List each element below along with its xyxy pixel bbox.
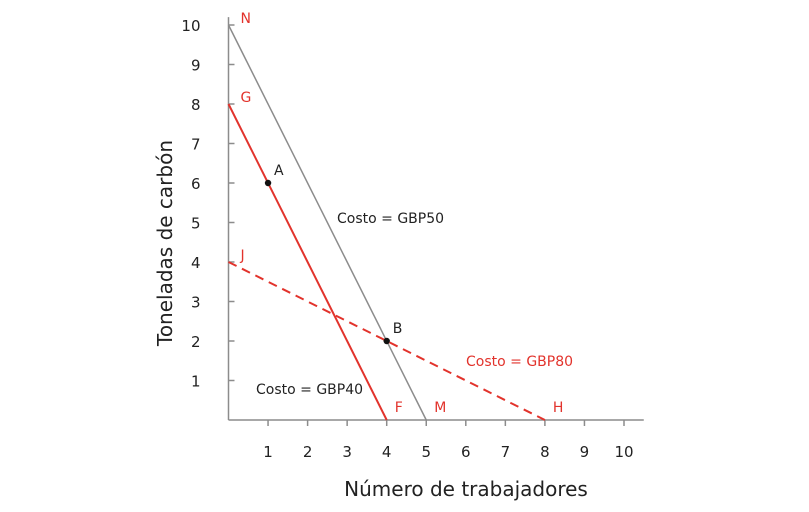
x-tick-label: 8 — [540, 443, 550, 461]
series-line — [227, 24, 427, 421]
x-tick-label: 5 — [421, 443, 431, 461]
series-label: Costo = GBP50 — [337, 211, 444, 227]
y-tick-label: 8 — [191, 96, 201, 114]
y-tick-label: 3 — [191, 294, 201, 312]
y-tick-label: 2 — [191, 333, 201, 351]
data-point — [383, 337, 390, 345]
x-tick-label: 10 — [614, 443, 633, 461]
line-endpoint-label: F — [395, 400, 403, 416]
x-tick-label: 9 — [580, 443, 590, 461]
line-endpoint-label: N — [241, 11, 251, 27]
y-tick-label: 4 — [191, 254, 201, 272]
series-line — [227, 103, 388, 421]
data-point-label: A — [274, 163, 284, 179]
x-tick-label: 3 — [342, 443, 352, 461]
data-point — [264, 179, 272, 187]
y-tick-label: 6 — [191, 175, 201, 193]
y-tick-label: 5 — [191, 215, 201, 233]
y-tick-label: 10 — [181, 17, 200, 35]
series-label: Costo = GBP80 — [466, 354, 573, 370]
line-endpoint-label: M — [434, 400, 446, 416]
y-tick-label: 7 — [191, 136, 201, 154]
line-endpoint-label: G — [241, 90, 252, 106]
line-endpoint-label: H — [553, 400, 564, 416]
series-label: Costo = GBP40 — [256, 382, 363, 398]
x-tick-label: 1 — [263, 443, 273, 461]
x-axis-label: Número de trabajadores — [344, 477, 588, 501]
x-tick-label: 6 — [461, 443, 471, 461]
line-endpoint-label: J — [240, 248, 245, 264]
data-point-label: B — [393, 321, 403, 337]
x-tick-label: 2 — [303, 443, 313, 461]
x-tick-label: 7 — [501, 443, 511, 461]
x-tick-label: 4 — [382, 443, 392, 461]
y-tick-label: 9 — [191, 57, 201, 75]
y-axis-label: Toneladas de carbón — [153, 140, 177, 347]
y-tick-label: 1 — [191, 373, 201, 391]
